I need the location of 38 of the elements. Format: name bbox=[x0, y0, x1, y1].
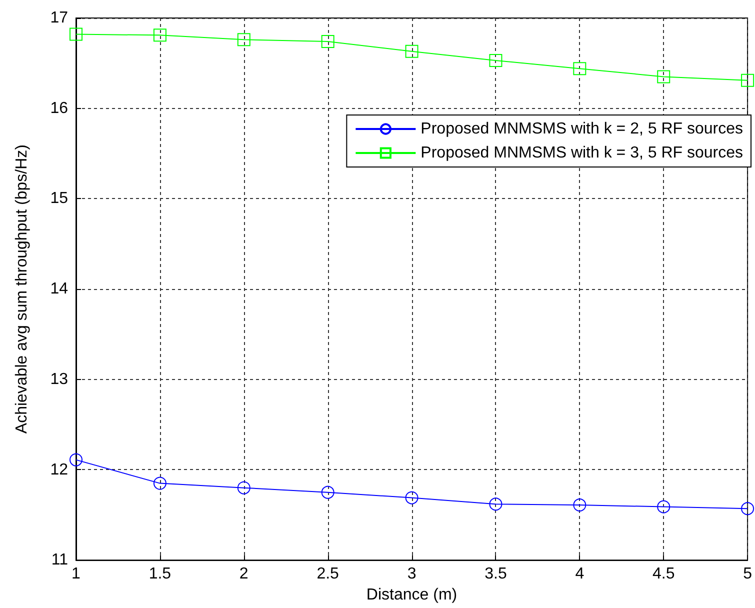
point bbox=[741, 74, 754, 87]
point bbox=[405, 491, 418, 504]
point bbox=[573, 62, 586, 76]
y-axis-title: Achievable avg sum throughput (bps/Hz) bbox=[14, 144, 30, 434]
x-tick-label: 2.5 bbox=[316, 566, 340, 583]
point bbox=[573, 498, 586, 512]
point bbox=[153, 476, 166, 490]
y-tick-label: 16 bbox=[50, 100, 68, 117]
x-tick-label: 2 bbox=[239, 566, 248, 583]
x-tick-label: 1.5 bbox=[148, 566, 172, 583]
point bbox=[489, 54, 502, 67]
point bbox=[321, 486, 334, 499]
y-tick-label: 14 bbox=[50, 280, 68, 298]
point bbox=[489, 498, 502, 511]
x-tick-label: 3 bbox=[407, 566, 416, 583]
y-tick-label: 11 bbox=[51, 552, 68, 569]
x-tick-label: 1 bbox=[72, 566, 81, 583]
y-tick-label: 12 bbox=[50, 461, 68, 478]
y-tick-label: 13 bbox=[50, 370, 68, 388]
point bbox=[321, 34, 334, 48]
point bbox=[405, 44, 418, 58]
point bbox=[70, 28, 82, 41]
x-tick-label: 5 bbox=[743, 566, 752, 583]
y-tick-label: 17 bbox=[50, 10, 68, 26]
point bbox=[657, 500, 670, 514]
legend-label: Proposed MNMSMS with k = 3, 5 RF sources bbox=[420, 144, 743, 162]
point bbox=[70, 453, 82, 466]
y-tick-label: 15 bbox=[50, 190, 68, 208]
x-axis-title: Distance (m) bbox=[366, 586, 458, 604]
point bbox=[657, 70, 670, 84]
x-tick-label: 4.5 bbox=[652, 566, 675, 583]
point bbox=[237, 481, 250, 494]
x-tick-label: 4 bbox=[575, 566, 584, 583]
x-tick-label: 3.5 bbox=[484, 566, 507, 583]
legend-label: Proposed MNMSMS with k = 2, 5 RF sources bbox=[420, 120, 743, 138]
point bbox=[153, 28, 166, 42]
point bbox=[237, 33, 250, 46]
point bbox=[741, 502, 754, 516]
